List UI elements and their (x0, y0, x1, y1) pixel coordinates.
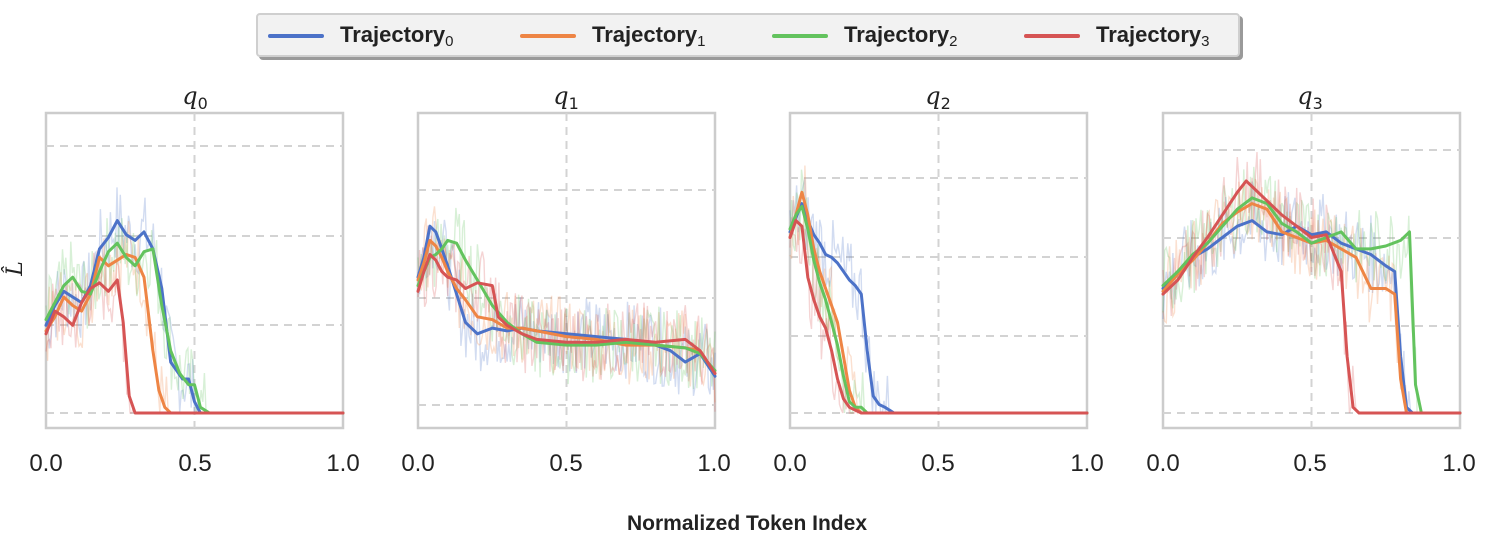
panel-title-q3: q3 (1297, 82, 1323, 113)
x-tick-label: 1.0 (326, 450, 360, 477)
panel-2 (788, 111, 1089, 430)
legend-label-0: Trajectory0 (340, 22, 454, 50)
series-line-trajectory1 (44, 253, 345, 415)
legend-label-3: Trajectory3 (1096, 22, 1210, 50)
legend-swatch-2 (772, 34, 828, 38)
y-axis-label: L̂ (2, 261, 28, 276)
series-line-trajectory0 (1161, 219, 1462, 415)
series-line-trajectory3 (44, 278, 345, 415)
series-line-trajectory2 (416, 238, 717, 373)
series-line-trajectory2 (1161, 196, 1462, 415)
panels-layer (44, 111, 1462, 430)
series-noise-trajectory1 (417, 206, 716, 403)
legend-entry-2: Trajectory2 (772, 21, 958, 51)
series-line-trajectory0 (416, 224, 717, 378)
x-tick-label: 0.5 (178, 450, 212, 477)
x-tick-label: 1.0 (1442, 450, 1476, 477)
legend-label-1: Trajectory1 (592, 22, 706, 50)
panel-title-q0: q0 (182, 82, 208, 113)
panel-title-q1: q1 (553, 82, 579, 113)
series-noise-trajectory3 (1162, 152, 1360, 414)
panel-title-q2: q2 (925, 82, 951, 113)
x-tick-label: 0.5 (921, 450, 955, 477)
x-tick-label: 0.0 (1146, 450, 1180, 477)
series-noise-trajectory3 (417, 225, 716, 412)
panel-1 (416, 111, 717, 430)
legend: Trajectory0 Trajectory1 Trajectory2 Traj… (256, 13, 1240, 57)
legend-entry-0: Trajectory0 (268, 21, 454, 51)
x-tick-label: 1.0 (1070, 450, 1104, 477)
series-line-trajectory3 (416, 253, 717, 375)
legend-swatch-1 (520, 34, 576, 38)
x-tick-label: 0.5 (1293, 450, 1327, 477)
panel-0 (44, 111, 345, 430)
legend-entry-3: Trajectory3 (1024, 21, 1210, 51)
series-noise-trajectory2 (1162, 166, 1422, 414)
legend-label-2: Trajectory2 (844, 22, 958, 50)
x-tick-label: 0.0 (29, 450, 63, 477)
x-axis-label: Normalized Token Index (627, 512, 867, 535)
legend-entry-1: Trajectory1 (520, 21, 706, 51)
series-noise-trajectory2 (417, 207, 716, 390)
series-line-trajectory2 (44, 241, 345, 415)
series-line-trajectory3 (788, 219, 1089, 415)
x-tick-label: 1.0 (697, 450, 731, 477)
series-line-trajectory3 (1161, 179, 1462, 415)
series-noise-trajectory1 (1162, 178, 1408, 414)
x-tick-label: 0.5 (549, 450, 583, 477)
x-tick-label: 0.0 (773, 450, 807, 477)
series-line-trajectory0 (44, 219, 345, 415)
legend-swatch-3 (1024, 34, 1080, 38)
legend-swatch-0 (268, 34, 324, 38)
series-noise-trajectory0 (417, 219, 716, 396)
panel-3 (1161, 111, 1462, 430)
series-line-trajectory2 (788, 204, 1089, 415)
x-tick-label: 0.0 (401, 450, 435, 477)
